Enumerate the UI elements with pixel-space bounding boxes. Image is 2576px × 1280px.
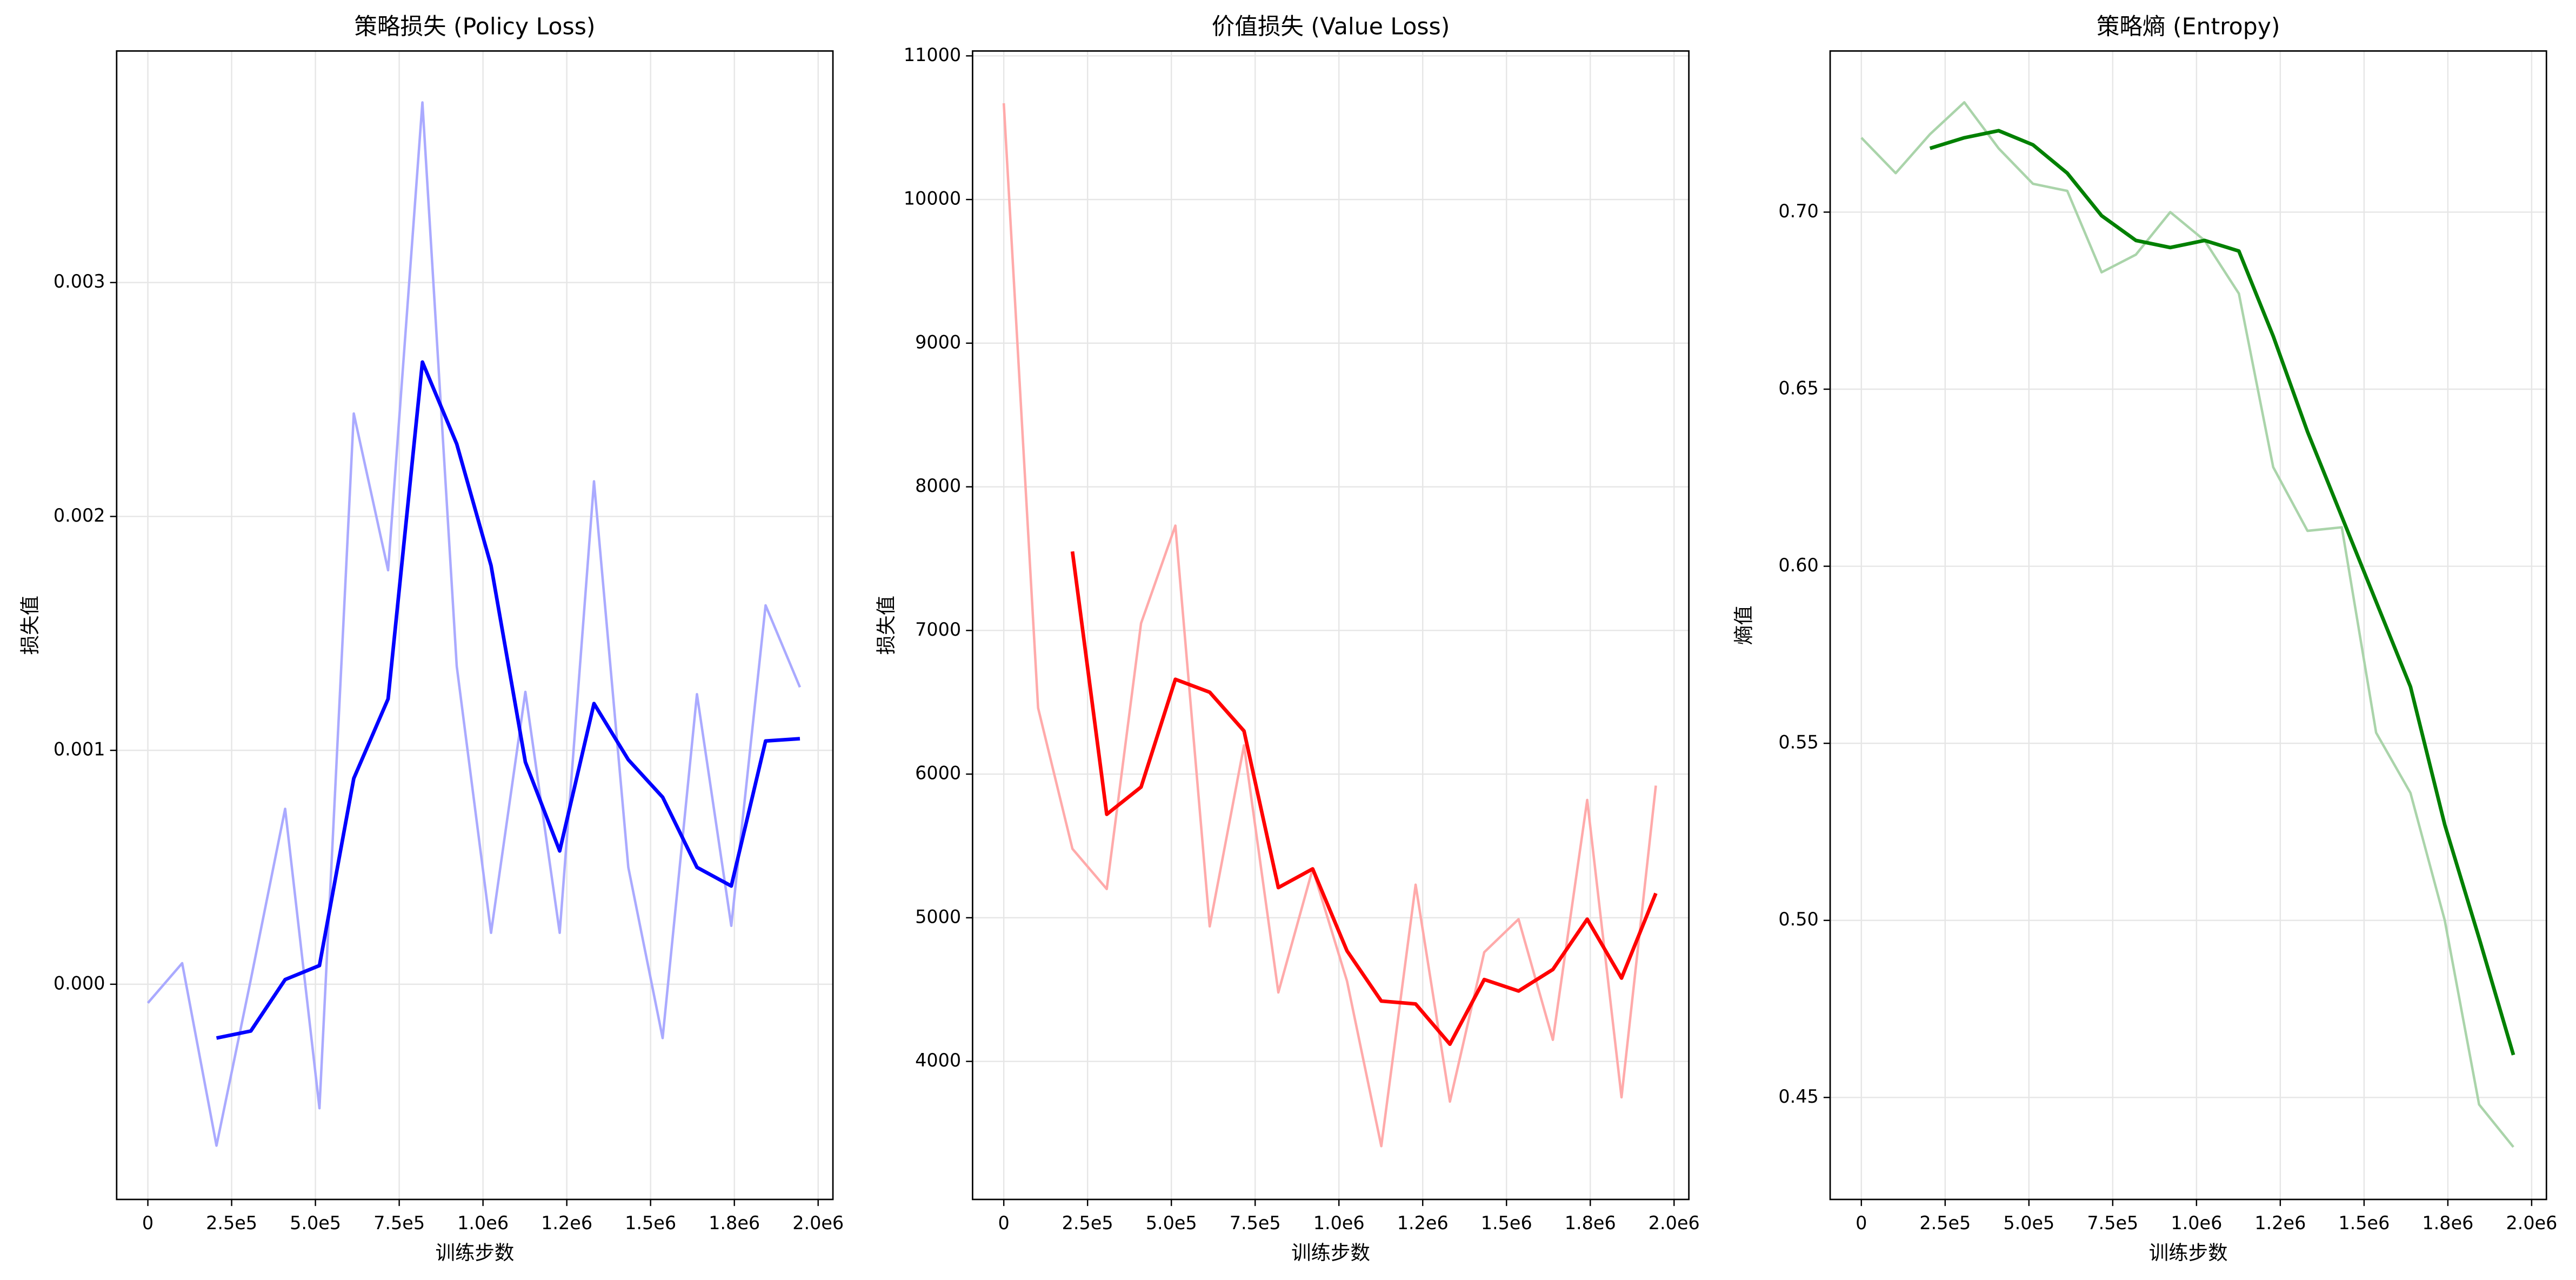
data-line [1860, 101, 2514, 1148]
y-tick-label: 7000 [915, 619, 961, 640]
x-tick-label: 7.5e5 [1230, 1212, 1281, 1234]
y-tick-label: 9000 [915, 331, 961, 352]
plot-frame [1829, 50, 2547, 1201]
data-line [1002, 103, 1657, 1148]
x-tick-label: 5.0e5 [2003, 1212, 2054, 1234]
y-tick-label: 0.002 [54, 505, 105, 526]
y-axis-label: 损失值 [18, 596, 42, 655]
plot-frame [972, 50, 1690, 1201]
y-tick-label: 0.70 [1778, 201, 1818, 222]
y-tick-label: 0.45 [1778, 1086, 1818, 1107]
x-tick-label: 1.2e6 [1397, 1212, 1449, 1234]
x-tick-label: 2.0e6 [1649, 1212, 1700, 1234]
chart-title: 价值损失 (Value Loss) [1212, 14, 1450, 40]
x-tick-label: 0 [998, 1212, 1010, 1234]
x-tick-label: 1.2e6 [2254, 1212, 2306, 1234]
x-tick-label: 1.8e6 [709, 1212, 760, 1234]
x-tick-label: 1.2e6 [541, 1212, 592, 1234]
x-tick-label: 2.5e5 [206, 1212, 257, 1234]
x-tick-label: 1.0e6 [2171, 1212, 2222, 1234]
x-tick-label: 7.5e5 [373, 1212, 425, 1234]
x-tick-label: 0 [142, 1212, 154, 1234]
x-tick-label: 1.0e6 [457, 1212, 509, 1234]
x-axis-label: 训练步数 [2149, 1241, 2228, 1264]
y-tick-label: 5000 [915, 906, 961, 927]
plot-frame [116, 50, 834, 1201]
x-tick-label: 5.0e5 [1146, 1212, 1197, 1234]
panel: 0 2.5e5 5.0e5 7.5e5 1.0e6 1.2e6 1.5e6 1.8e6 2.0e… [18, 14, 844, 1264]
x-tick-label: 2.5e5 [1062, 1212, 1113, 1234]
x-tick-label: 2.0e6 [792, 1212, 844, 1234]
data-line [1070, 551, 1658, 1046]
y-tick-label: 8000 [915, 475, 961, 496]
x-tick-label: 1.8e6 [1565, 1212, 1616, 1234]
y-tick-label: 11000 [904, 44, 961, 65]
x-tick-label: 1.0e6 [1313, 1212, 1365, 1234]
data-line [216, 360, 800, 1040]
x-axis-label: 训练步数 [1291, 1241, 1370, 1264]
x-tick-label: 2.0e6 [2506, 1212, 2557, 1234]
y-axis-label: 熵值 [1732, 605, 1755, 645]
x-axis-label: 训练步数 [435, 1241, 514, 1264]
panel: 0 2.5e5 5.0e5 7.5e5 1.0e6 1.2e6 1.5e6 1.8e6 2.0e… [1732, 14, 2557, 1264]
y-tick-label: 10000 [904, 188, 961, 209]
y-tick-label: 0.60 [1778, 555, 1818, 576]
y-tick-label: 0.55 [1778, 732, 1818, 753]
y-tick-label: 0.65 [1778, 377, 1818, 398]
x-tick-label: 7.5e5 [2087, 1212, 2138, 1234]
y-axis-label: 损失值 [875, 596, 898, 655]
x-tick-label: 0 [1856, 1212, 1867, 1234]
data-line [146, 101, 802, 1147]
y-tick-label: 0.000 [54, 972, 105, 994]
y-tick-label: 0.003 [54, 271, 105, 292]
x-tick-label: 1.8e6 [2422, 1212, 2473, 1234]
data-line [1929, 129, 2515, 1056]
panel: 0 2.5e5 5.0e5 7.5e5 1.0e6 1.2e6 1.5e6 1.8e6 2.0e… [875, 14, 1700, 1264]
x-tick-label: 1.5e6 [625, 1212, 676, 1234]
x-tick-label: 2.5e5 [1919, 1212, 1971, 1234]
y-tick-label: 0.001 [54, 739, 105, 760]
y-tick-label: 4000 [915, 1050, 961, 1071]
chart-title: 策略损失 (Policy Loss) [354, 14, 595, 40]
x-tick-label: 1.5e6 [2338, 1212, 2390, 1234]
x-tick-label: 5.0e5 [290, 1212, 341, 1234]
x-tick-label: 1.5e6 [1481, 1212, 1532, 1234]
chart-title: 策略熵 (Entropy) [2097, 14, 2280, 40]
y-tick-label: 6000 [915, 763, 961, 784]
y-tick-label: 0.50 [1778, 909, 1818, 930]
